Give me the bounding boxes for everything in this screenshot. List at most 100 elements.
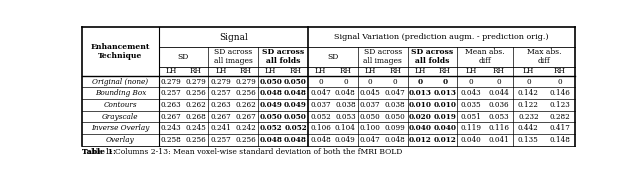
Text: 0.282: 0.282: [549, 112, 570, 121]
Text: 0.279: 0.279: [186, 78, 206, 86]
Text: RH: RH: [289, 67, 301, 75]
Text: SD: SD: [327, 53, 339, 61]
Text: RH: RH: [493, 67, 505, 75]
Text: 0.010: 0.010: [433, 101, 456, 109]
Text: 0.243: 0.243: [161, 124, 181, 132]
Text: 0.049: 0.049: [259, 101, 282, 109]
Text: 0.052: 0.052: [310, 112, 331, 121]
Text: 0.049: 0.049: [335, 136, 356, 144]
Text: 0.048: 0.048: [284, 136, 307, 144]
Text: 0: 0: [393, 78, 397, 86]
Text: 0.047: 0.047: [360, 136, 381, 144]
Text: Signal: Signal: [219, 32, 248, 42]
Text: 0.142: 0.142: [518, 89, 539, 97]
Text: 0.045: 0.045: [360, 89, 381, 97]
Text: 0.048: 0.048: [310, 136, 331, 144]
Text: Bounding Box: Bounding Box: [95, 89, 146, 97]
Text: 0.019: 0.019: [433, 112, 456, 121]
Text: 0.245: 0.245: [186, 124, 206, 132]
Text: 0.116: 0.116: [488, 124, 509, 132]
Text: 0.257: 0.257: [161, 89, 181, 97]
Text: 0.012: 0.012: [408, 136, 431, 144]
Text: 0.267: 0.267: [236, 112, 256, 121]
Text: 0.442: 0.442: [518, 124, 539, 132]
Text: 0.048: 0.048: [385, 136, 406, 144]
Text: 0.048: 0.048: [284, 89, 307, 97]
Text: 0.256: 0.256: [236, 89, 256, 97]
Text: 0.038: 0.038: [335, 101, 356, 109]
Text: 0.267: 0.267: [161, 112, 181, 121]
Text: LH: LH: [523, 67, 534, 75]
Text: Table 1: Columns 2-13: Mean voxel-wise standard deviation of both the fMRI BOLD: Table 1: Columns 2-13: Mean voxel-wise s…: [83, 148, 403, 156]
Text: 0.119: 0.119: [461, 124, 482, 132]
Text: 0.013: 0.013: [433, 89, 456, 97]
Text: 0.020: 0.020: [408, 112, 431, 121]
Text: 0.104: 0.104: [335, 124, 356, 132]
Text: Table 1:: Table 1:: [83, 148, 116, 156]
Text: 0.043: 0.043: [461, 89, 481, 97]
Text: 0.241: 0.241: [211, 124, 231, 132]
Text: LH: LH: [465, 67, 477, 75]
Text: 0: 0: [526, 78, 531, 86]
Text: 0.256: 0.256: [186, 136, 206, 144]
Text: 0.051: 0.051: [461, 112, 482, 121]
Text: 0.263: 0.263: [211, 101, 231, 109]
Text: 0.044: 0.044: [488, 89, 509, 97]
Text: Max abs.
diff: Max abs. diff: [527, 48, 561, 65]
Text: 0: 0: [343, 78, 348, 86]
Text: 0: 0: [318, 78, 323, 86]
Text: 0.035: 0.035: [461, 101, 481, 109]
Text: 0.146: 0.146: [549, 89, 570, 97]
Text: 0: 0: [469, 78, 474, 86]
Text: LH: LH: [215, 67, 227, 75]
Text: Inverse Overlay: Inverse Overlay: [92, 124, 150, 132]
Text: 0.099: 0.099: [385, 124, 406, 132]
Text: 0.040: 0.040: [433, 124, 456, 132]
Text: 0.279: 0.279: [161, 78, 181, 86]
Text: RH: RH: [554, 67, 566, 75]
Text: 0.100: 0.100: [360, 124, 381, 132]
Text: 0.012: 0.012: [433, 136, 456, 144]
Text: Signal Variation (prediction augm. - prediction orig.): Signal Variation (prediction augm. - pre…: [334, 33, 549, 41]
Text: 0.050: 0.050: [360, 112, 381, 121]
Text: LH: LH: [165, 67, 177, 75]
Text: RH: RH: [439, 67, 451, 75]
Text: 0.106: 0.106: [310, 124, 331, 132]
Text: 0.037: 0.037: [310, 101, 331, 109]
Text: 0.038: 0.038: [385, 101, 406, 109]
Text: 0: 0: [417, 78, 422, 86]
Text: 0.052: 0.052: [284, 124, 307, 132]
Text: 0.050: 0.050: [284, 112, 307, 121]
Text: 0.053: 0.053: [335, 112, 356, 121]
Text: 0.036: 0.036: [488, 101, 509, 109]
Text: 0.050: 0.050: [259, 112, 282, 121]
Text: 0.040: 0.040: [461, 136, 482, 144]
Text: SD across
all images: SD across all images: [364, 48, 402, 65]
Text: RH: RH: [339, 67, 351, 75]
Text: Original (none): Original (none): [92, 78, 148, 86]
Text: 0.257: 0.257: [211, 136, 231, 144]
Text: SD across
all folds: SD across all folds: [262, 48, 304, 65]
Text: 0.258: 0.258: [161, 136, 181, 144]
Text: 0.013: 0.013: [408, 89, 431, 97]
Text: 0.256: 0.256: [236, 136, 256, 144]
Text: 0.279: 0.279: [211, 78, 231, 86]
Text: 0.048: 0.048: [259, 136, 282, 144]
Text: 0: 0: [368, 78, 372, 86]
Text: 0.040: 0.040: [408, 124, 431, 132]
Text: 0.048: 0.048: [259, 89, 282, 97]
Text: SD: SD: [178, 53, 189, 61]
Text: 0.417: 0.417: [549, 124, 570, 132]
Text: 0.257: 0.257: [211, 89, 231, 97]
Text: 0.048: 0.048: [335, 89, 356, 97]
Text: 0.268: 0.268: [186, 112, 206, 121]
Text: 0.256: 0.256: [186, 89, 206, 97]
Text: 0.049: 0.049: [284, 101, 307, 109]
Text: 0.047: 0.047: [385, 89, 406, 97]
Text: SD across
all folds: SD across all folds: [412, 48, 454, 65]
Text: 0.242: 0.242: [236, 124, 256, 132]
Text: 0.050: 0.050: [284, 78, 307, 86]
Text: 0.010: 0.010: [408, 101, 431, 109]
Text: LH: LH: [365, 67, 376, 75]
Text: 0.050: 0.050: [259, 78, 282, 86]
